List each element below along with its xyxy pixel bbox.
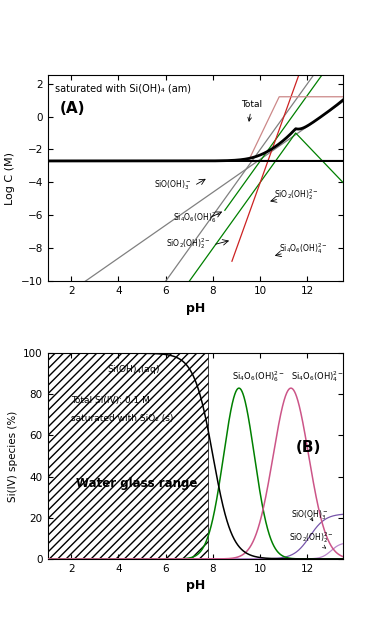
Text: SiO$_2$(OH)$_2^{2-}$: SiO$_2$(OH)$_2^{2-}$ — [274, 187, 319, 202]
Text: Si$_4$O$_6$(OH)$_6^{2-}$: Si$_4$O$_6$(OH)$_6^{2-}$ — [173, 210, 221, 225]
Text: SiO(OH)$_3^-$: SiO(OH)$_3^-$ — [154, 178, 192, 192]
Text: SiO$_2$(OH)$_2^{2-}$: SiO$_2$(OH)$_2^{2-}$ — [288, 530, 333, 548]
Text: Total: Total — [241, 100, 263, 121]
Text: Si(OH)$_4$(aq): Si(OH)$_4$(aq) — [107, 362, 160, 376]
X-axis label: pH: pH — [186, 580, 205, 592]
Text: (B): (B) — [296, 440, 321, 455]
Y-axis label: Si(IV) species (%): Si(IV) species (%) — [8, 411, 18, 502]
Text: (A): (A) — [59, 101, 85, 116]
Text: Total Si(IV): 0.1 M: Total Si(IV): 0.1 M — [71, 396, 150, 404]
Text: SiO$_2$(OH)$_2^{2-}$: SiO$_2$(OH)$_2^{2-}$ — [166, 236, 211, 251]
Text: saturated with Si(OH)₄ (am): saturated with Si(OH)₄ (am) — [55, 84, 191, 94]
Text: saturated with SiO₂ (s): saturated with SiO₂ (s) — [71, 414, 174, 423]
Text: Water glass range: Water glass range — [76, 477, 197, 490]
X-axis label: pH: pH — [186, 301, 205, 315]
Text: Si$_4$O$_6$(OH)$_6^{2-}$: Si$_4$O$_6$(OH)$_6^{2-}$ — [232, 369, 285, 384]
Text: Si$_4$O$_6$(OH)$_4^{2-}$: Si$_4$O$_6$(OH)$_4^{2-}$ — [279, 241, 328, 256]
Bar — [48, 353, 208, 559]
Y-axis label: Log C (M): Log C (M) — [5, 152, 15, 205]
Text: Si$_4$O$_6$(OH)$_4^{2-}$: Si$_4$O$_6$(OH)$_4^{2-}$ — [291, 369, 344, 384]
Text: SiO(OH)$_3^-$: SiO(OH)$_3^-$ — [291, 509, 329, 522]
